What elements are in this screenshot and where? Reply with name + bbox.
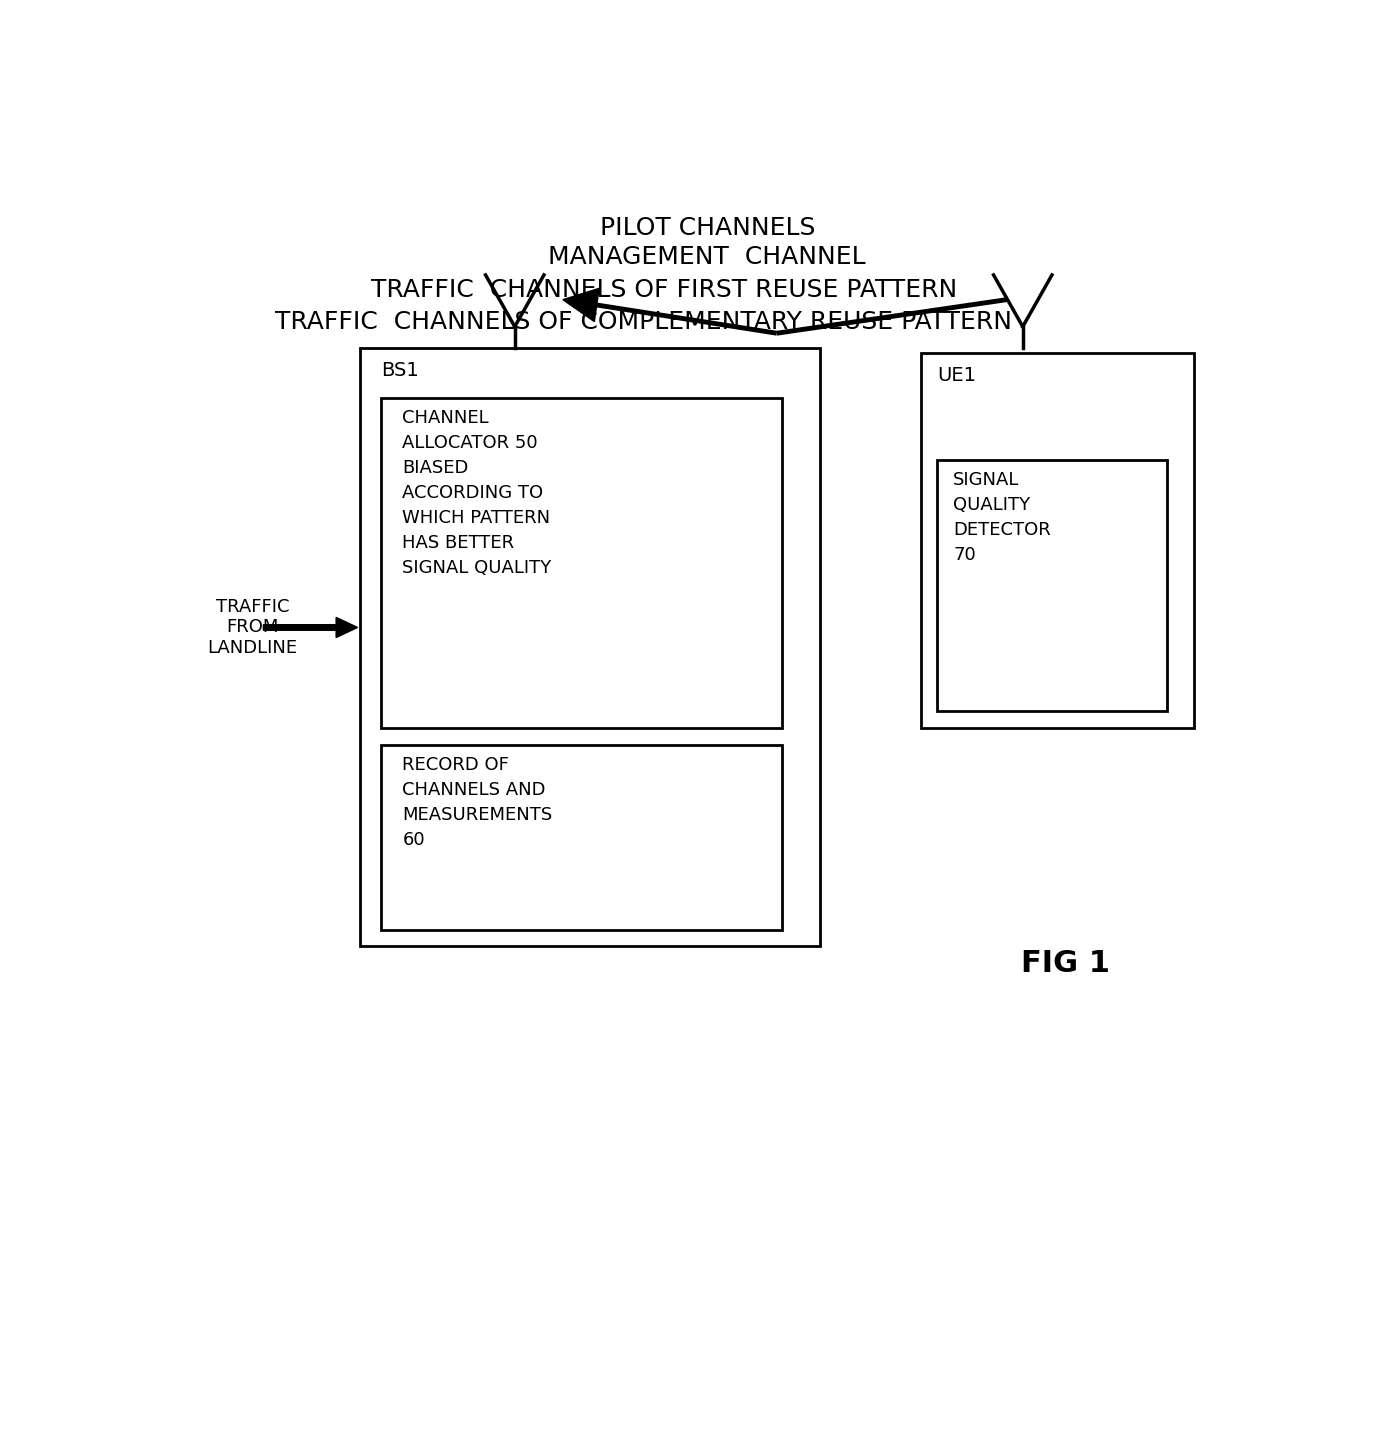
Text: SIGNAL
QUALITY
DETECTOR
70: SIGNAL QUALITY DETECTOR 70 (954, 471, 1052, 564)
Bar (937, 459, 1167, 712)
Text: TRAFFIC
FROM
LANDLINE: TRAFFIC FROM LANDLINE (207, 597, 298, 657)
Text: CHANNEL
ALLOCATOR 50
BIASED
ACCORDING TO
WHICH PATTERN
HAS BETTER
SIGNAL QUALITY: CHANNEL ALLOCATOR 50 BIASED ACCORDING TO… (403, 410, 552, 577)
Text: PILOT CHANNELS: PILOT CHANNELS (599, 216, 816, 240)
FancyArrow shape (264, 618, 357, 638)
Text: BS1: BS1 (381, 360, 418, 379)
Text: TRAFFIC  CHANNELS OF FIRST REUSE PATTERN: TRAFFIC CHANNELS OF FIRST REUSE PATTERN (371, 278, 958, 302)
FancyArrow shape (563, 288, 599, 321)
Bar (922, 353, 1194, 728)
Bar (360, 347, 820, 946)
Text: TRAFFIC  CHANNELS OF COMPLEMENTARY REUSE PATTERN: TRAFFIC CHANNELS OF COMPLEMENTARY REUSE … (275, 309, 1012, 334)
Text: MANAGEMENT  CHANNEL: MANAGEMENT CHANNEL (548, 246, 867, 269)
Text: FIG 1: FIG 1 (1021, 949, 1110, 978)
Bar (381, 745, 782, 930)
Bar (381, 398, 782, 728)
Text: RECORD OF
CHANNELS AND
MEASUREMENTS
60: RECORD OF CHANNELS AND MEASUREMENTS 60 (403, 756, 553, 849)
Text: UE1: UE1 (937, 366, 976, 385)
